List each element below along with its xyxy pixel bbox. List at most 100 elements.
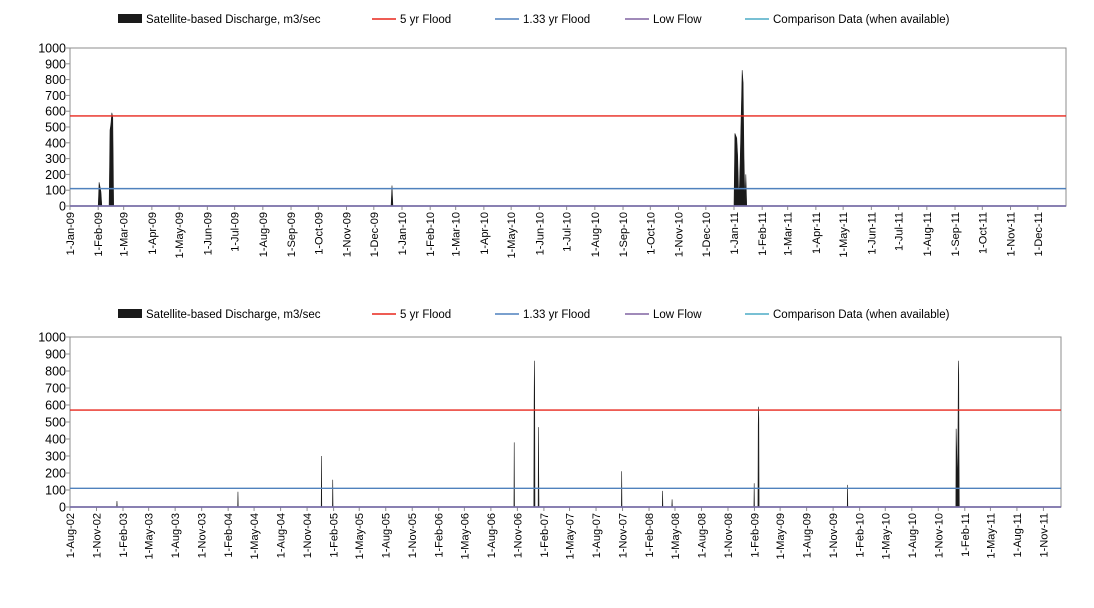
x-tick-label: 1-Apr-09 xyxy=(147,212,159,255)
y-tick-label: 1000 xyxy=(38,331,66,345)
x-tick-label: 1-Nov-10 xyxy=(933,513,945,558)
y-tick-label: 900 xyxy=(45,57,66,71)
y-tick-label: 100 xyxy=(45,184,66,198)
x-tick-label: 1-Oct-09 xyxy=(313,212,325,255)
x-tick-label: 1-Jan-11 xyxy=(729,212,741,255)
x-tick-label: 1-Nov-03 xyxy=(197,513,209,558)
x-tick-label: 1-Aug-04 xyxy=(276,513,288,558)
y-tick-label: 0 xyxy=(59,200,66,214)
y-tick-label: 300 xyxy=(45,152,66,166)
x-tick-label: 1-Sep-09 xyxy=(286,212,298,257)
y-tick-label: 0 xyxy=(59,501,66,515)
legend-swatch xyxy=(118,14,142,23)
plot-area xyxy=(69,336,1062,508)
y-tick-label: 200 xyxy=(45,467,66,481)
x-tick-label: 1-Nov-05 xyxy=(407,513,419,558)
chart-panel-2: Satellite-based Discharge, m3/sec 5 yr Fl… xyxy=(38,309,1062,559)
x-tick-label: 1-May-03 xyxy=(144,513,156,559)
x-tick-label: 1-Oct-10 xyxy=(645,212,657,255)
y-tick-label: 300 xyxy=(45,450,66,464)
x-tick-label: 1-Oct-11 xyxy=(977,212,989,254)
x-tick-label: 1-Apr-10 xyxy=(479,212,491,255)
legend-label: 1.33 yr Flood xyxy=(523,14,590,26)
x-tick-label: 1-Feb-03 xyxy=(118,513,130,558)
y-tick-label: 900 xyxy=(45,348,66,362)
y-tick-label: 500 xyxy=(45,121,66,135)
x-tick-label: 1-Feb-09 xyxy=(93,212,105,257)
y-tick-label: 800 xyxy=(45,365,66,379)
x-tick-label: 1-Dec-09 xyxy=(369,212,381,257)
x-tick-label: 1-May-06 xyxy=(459,513,471,559)
x-tick-label: 1-Nov-08 xyxy=(723,513,735,558)
x-tick-label: 1-May-08 xyxy=(670,513,682,559)
x-tick-label: 1-Aug-06 xyxy=(486,513,498,558)
x-tick-label: 1-Feb-10 xyxy=(855,513,867,558)
x-tick-label: 1-Aug-02 xyxy=(65,513,77,558)
x-tick-label: 1-Aug-09 xyxy=(258,212,270,257)
legend-label: Comparison Data (when available) xyxy=(773,309,950,321)
x-tick-label: 1-Mar-09 xyxy=(119,212,131,257)
x-tick-label: 1-Aug-11 xyxy=(922,212,934,256)
x-tick-label: 1-May-10 xyxy=(506,212,518,258)
legend-label: 1.33 yr Flood xyxy=(523,309,590,321)
x-tick-label: 1-May-07 xyxy=(565,513,577,559)
legend-label: Low Flow xyxy=(653,14,702,26)
x-tick-label: 1-Jan-09 xyxy=(65,212,77,255)
x-tick-label: 1-Nov-10 xyxy=(674,212,686,257)
y-tick-label: 700 xyxy=(45,89,66,103)
plot-area xyxy=(69,47,1067,207)
legend-swatch xyxy=(118,309,142,318)
discharge-series xyxy=(116,360,960,508)
legend-label: 5 yr Flood xyxy=(400,309,451,321)
x-tick-label: 1-May-09 xyxy=(775,513,787,559)
y-tick-label: 600 xyxy=(45,399,66,413)
x-tick-label: 1-Jul-11 xyxy=(894,212,906,251)
x-tick-label: 1-Nov-07 xyxy=(618,513,630,558)
x-tick-label: 1-Feb-05 xyxy=(329,513,341,558)
x-tick-label: 1-Aug-05 xyxy=(381,513,393,558)
x-tick-label: 1-Nov-11 xyxy=(1006,212,1018,256)
x-tick-label: 1-Jan-10 xyxy=(397,212,409,255)
x-tick-label: 1-Nov-04 xyxy=(302,513,314,558)
legend-label: Satellite-based Discharge, m3/sec xyxy=(146,309,321,321)
x-tick-label: 1-May-10 xyxy=(880,513,892,559)
y-tick-label: 700 xyxy=(45,382,66,396)
x-tick-label: 1-Aug-08 xyxy=(696,513,708,558)
x-tick-label: 1-May-11 xyxy=(838,212,850,258)
x-tick-label: 1-Feb-10 xyxy=(425,212,437,257)
y-tick-label: 1000 xyxy=(38,42,66,56)
x-tick-label: 1-Aug-09 xyxy=(802,513,814,558)
discharge-series xyxy=(97,70,748,207)
legend-label: Low Flow xyxy=(653,309,702,321)
x-tick-label: 1-Feb-11 xyxy=(960,513,972,557)
legend-label: Comparison Data (when available) xyxy=(773,14,950,26)
x-tick-label: 1-Feb-08 xyxy=(644,513,656,558)
x-tick-label: 1-Mar-10 xyxy=(451,212,463,257)
x-tick-label: 1-Jul-09 xyxy=(230,212,242,252)
x-tick-label: 1-Jun-09 xyxy=(202,212,214,255)
x-tick-label: 1-Feb-09 xyxy=(749,513,761,558)
y-tick-label: 400 xyxy=(45,136,66,150)
x-tick-label: 1-Aug-10 xyxy=(590,212,602,257)
x-tick-label: 1-Jul-10 xyxy=(562,212,574,252)
x-tick-label: 1-Aug-11 xyxy=(1012,513,1024,557)
x-tick-label: 1-Mar-11 xyxy=(783,212,795,256)
x-tick-label: 1-Jun-11 xyxy=(866,212,878,255)
x-tick-label: 1-Feb-04 xyxy=(223,513,235,558)
x-tick-label: 1-May-04 xyxy=(249,513,261,559)
x-tick-label: 1-May-11 xyxy=(985,513,997,559)
y-tick-label: 100 xyxy=(45,484,66,498)
x-tick-label: 1-May-09 xyxy=(174,212,186,258)
chart-panel-1: Satellite-based Discharge, m3/sec 5 yr Fl… xyxy=(38,14,1067,258)
x-tick-label: 1-May-05 xyxy=(354,513,366,559)
x-tick-label: 1-Nov-09 xyxy=(342,212,354,257)
x-tick-label: 1-Nov-09 xyxy=(828,513,840,558)
x-tick-label: 1-Sep-11 xyxy=(950,212,962,256)
x-tick-label: 1-Dec-10 xyxy=(701,212,713,257)
x-tick-label: 1-Feb-11 xyxy=(757,212,769,256)
x-tick-label: 1-Nov-11 xyxy=(1038,513,1050,557)
x-tick-label: 1-Jun-10 xyxy=(534,212,546,255)
legend-label: Satellite-based Discharge, m3/sec xyxy=(146,14,321,26)
y-tick-label: 600 xyxy=(45,105,66,119)
